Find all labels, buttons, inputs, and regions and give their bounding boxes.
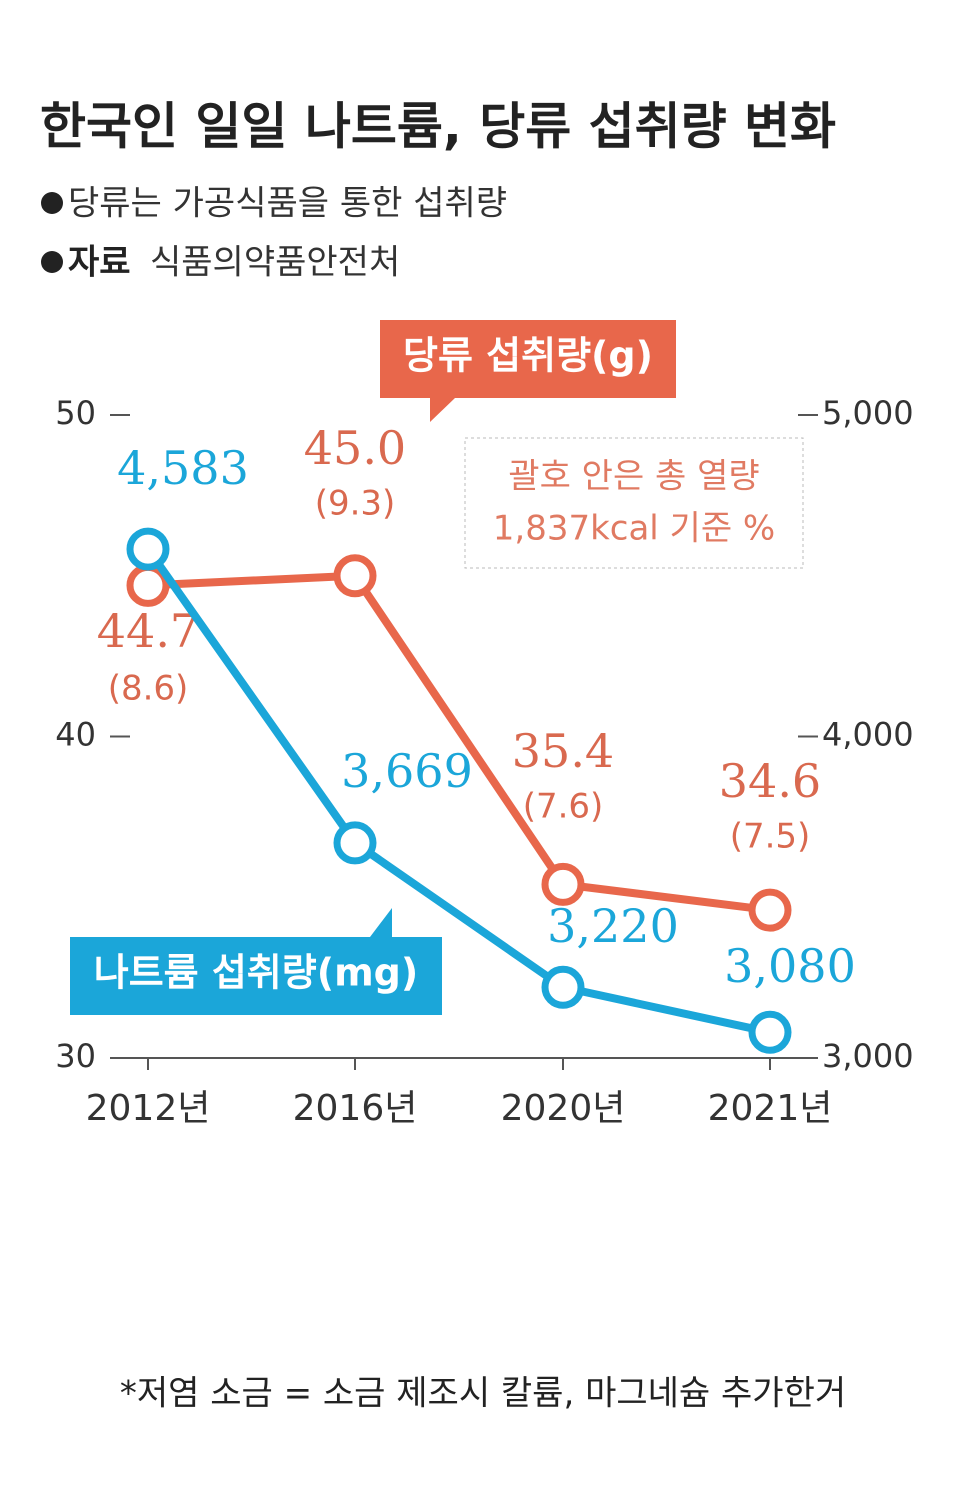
x-tick-label: 2012년 [86, 1088, 211, 1129]
series-line [144, 546, 771, 1037]
y2-tick-label: 4,000 [822, 716, 914, 754]
annotation: 1,837kcal 기준 % [493, 509, 775, 549]
y2-tick-label: 3,000 [822, 1037, 914, 1075]
point [333, 554, 377, 598]
value-label: 34.6 [719, 754, 821, 808]
share-label: (7.5) [730, 817, 811, 857]
x-tick-label: 2016년 [293, 1088, 418, 1129]
value-label: 44.7 [97, 604, 199, 658]
share-label: (8.6) [108, 669, 189, 709]
point [748, 888, 792, 932]
share-label: (7.6) [523, 787, 604, 827]
annotation: 괄호 안은 총 열량 [508, 457, 759, 497]
y-tick-label: 40 [55, 716, 96, 754]
x-tick-label: 2020년 [501, 1088, 626, 1129]
point [126, 527, 170, 571]
footnote: *저염 소금 = 소금 제조시 칼륨, 마그네슘 추가한거 [120, 1374, 846, 1414]
value-label: 3,669 [341, 744, 473, 798]
legend-callout [380, 320, 676, 422]
series-line [147, 571, 771, 915]
source-label: 자료 [68, 243, 131, 283]
value-label: 4,583 [117, 441, 249, 495]
point [748, 1010, 792, 1054]
subtitle: 당류는 가공식품을 통한 섭취량 [68, 184, 507, 224]
legend-callout [70, 908, 442, 1015]
y-tick-label: 50 [55, 394, 96, 432]
bullet [41, 251, 63, 273]
y2-tick-label: 5,000 [822, 394, 914, 432]
chart-title: 한국인 일일 나트륨, 당류 섭취량 변화 [40, 98, 836, 156]
source: 식품의약품안전처 [150, 243, 400, 283]
value-label: 3,080 [724, 939, 856, 993]
value-label: 3,220 [547, 899, 679, 953]
legend-label: 나트륨 섭취량(mg) [94, 951, 419, 995]
x-tick-label: 2021년 [708, 1088, 833, 1129]
bullet [41, 192, 63, 214]
annotation-box [464, 437, 804, 569]
value-label: 45.0 [304, 421, 406, 475]
value-label: 35.4 [512, 724, 614, 778]
y-tick-label: 30 [55, 1037, 96, 1075]
point [333, 821, 377, 865]
share-label: (9.3) [315, 484, 396, 524]
point [541, 862, 585, 906]
point [541, 965, 585, 1009]
legend-label: 당류 섭취량(g) [403, 334, 653, 378]
